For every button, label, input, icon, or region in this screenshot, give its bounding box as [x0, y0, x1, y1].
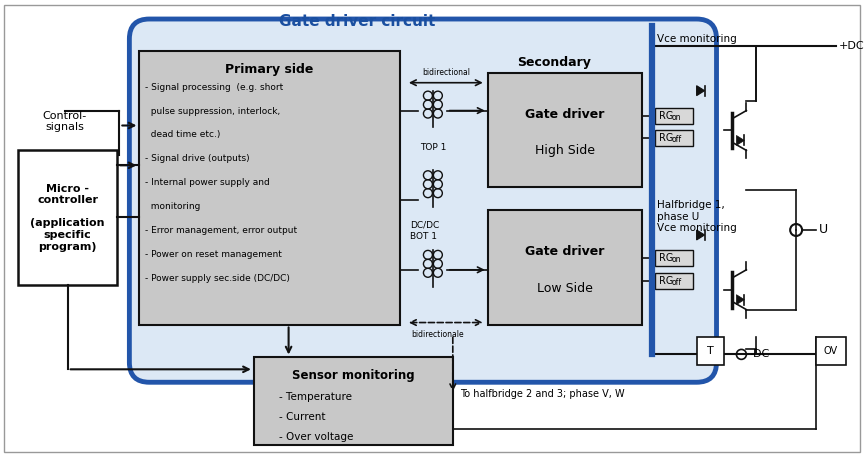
- FancyBboxPatch shape: [129, 19, 716, 382]
- Polygon shape: [697, 86, 705, 96]
- Text: - Power on reset management: - Power on reset management: [145, 250, 282, 259]
- Text: Control-
signals: Control- signals: [43, 111, 87, 132]
- Text: - Error management, error output: - Error management, error output: [145, 226, 298, 235]
- Text: Secondary: Secondary: [517, 56, 591, 69]
- Text: monitoring: monitoring: [145, 202, 201, 211]
- Text: BOT 1: BOT 1: [410, 232, 437, 241]
- Text: - Over voltage: - Over voltage: [279, 432, 353, 442]
- Bar: [654, 273, 693, 289]
- Text: U: U: [819, 223, 828, 236]
- Text: To halfbridge 2 and 3; phase V, W: To halfbridge 2 and 3; phase V, W: [460, 389, 624, 399]
- Text: bidirectional: bidirectional: [422, 68, 470, 77]
- Text: Vce monitoring: Vce monitoring: [657, 34, 737, 44]
- Text: OV: OV: [824, 346, 838, 356]
- Text: Gate driver circuit: Gate driver circuit: [279, 14, 435, 29]
- Text: Low Side: Low Side: [536, 282, 593, 295]
- Text: off: off: [672, 278, 682, 287]
- Bar: [654, 250, 693, 266]
- Text: - Temperature: - Temperature: [279, 392, 352, 402]
- Text: - Signal processing  (e.g. short: - Signal processing (e.g. short: [145, 83, 284, 92]
- Text: - Internal power supply and: - Internal power supply and: [145, 178, 270, 187]
- Text: Gate driver: Gate driver: [525, 107, 604, 121]
- Text: dead time etc.): dead time etc.): [145, 131, 220, 139]
- Text: TOP 1: TOP 1: [420, 143, 446, 153]
- Bar: [654, 131, 693, 146]
- Text: on: on: [672, 112, 681, 122]
- Text: +DC: +DC: [838, 41, 865, 51]
- Text: -DC: -DC: [749, 350, 770, 359]
- Text: Gate driver: Gate driver: [525, 245, 604, 258]
- Text: on: on: [672, 255, 681, 264]
- Bar: [697, 337, 725, 365]
- Bar: [140, 51, 400, 324]
- Text: RG: RG: [659, 276, 674, 286]
- Text: off: off: [672, 135, 682, 144]
- Text: Sensor monitoring: Sensor monitoring: [292, 369, 415, 383]
- Text: Halfbridge 1,
phase U
Vce monitoring: Halfbridge 1, phase U Vce monitoring: [657, 200, 737, 234]
- Bar: [654, 107, 693, 123]
- Bar: [488, 73, 641, 187]
- Text: T: T: [707, 346, 713, 356]
- Text: - Power supply sec.side (DC/DC): - Power supply sec.side (DC/DC): [145, 274, 290, 283]
- Bar: [816, 337, 846, 365]
- Text: - Current: - Current: [279, 412, 326, 422]
- Text: DC/DC: DC/DC: [410, 220, 439, 229]
- Text: bidirectionale: bidirectionale: [411, 329, 464, 339]
- Text: High Side: High Side: [535, 144, 595, 157]
- Polygon shape: [736, 295, 745, 305]
- Text: Micro -
controller

(application
specific
program): Micro - controller (application specific…: [30, 184, 105, 251]
- Text: Primary side: Primary side: [226, 63, 314, 76]
- Polygon shape: [736, 135, 745, 145]
- Bar: [253, 357, 453, 445]
- Text: - Signal drive (outputs): - Signal drive (outputs): [145, 154, 250, 163]
- Bar: [18, 150, 117, 285]
- Text: RG: RG: [659, 133, 674, 143]
- Polygon shape: [697, 230, 705, 240]
- Bar: [488, 210, 641, 324]
- Text: RG: RG: [659, 111, 674, 121]
- Text: pulse suppression, interlock,: pulse suppression, interlock,: [145, 106, 280, 116]
- Text: RG: RG: [659, 253, 674, 263]
